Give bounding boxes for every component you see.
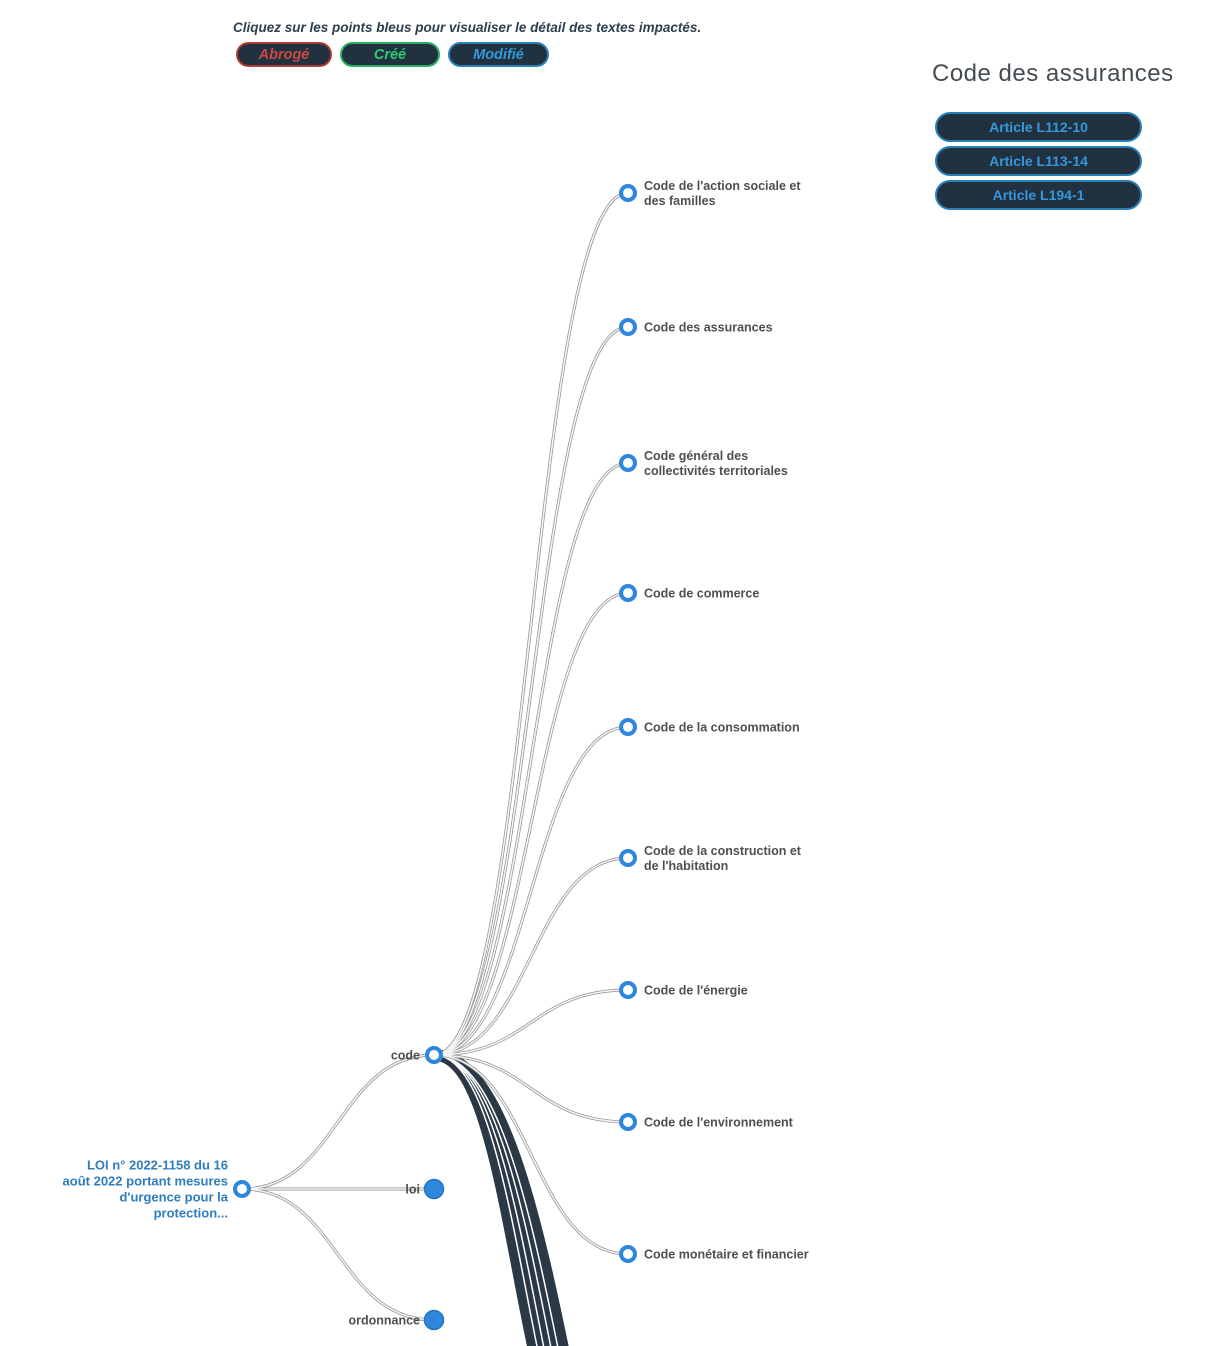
node-label-environnement: Code de l'environnement [644,1116,794,1130]
tree-node-assurances[interactable] [619,318,637,336]
legend-button-modifie[interactable]: Modifié [448,42,549,67]
bundle-strand [433,1054,559,1346]
tree-link-core [433,462,629,1056]
node-label-energie: Code de l'énergie [644,984,748,998]
node-label-consommation: Code de la consommation [644,721,800,735]
tree-link-core [433,1054,629,1255]
node-label-collectivites: Code général des collectivités territoria… [644,449,788,478]
article-button-l112-10[interactable]: Article L112-10 [935,112,1142,142]
article-button-l113-14[interactable]: Article L113-14 [935,146,1142,176]
tree-link-core [241,1054,435,1190]
bundle-strand [433,1054,538,1346]
node-label-commerce: Code de commerce [644,587,759,601]
tree-node-monetaire[interactable] [619,1245,637,1263]
node-label-root: LOI n° 2022-1158 du 16 août 2022 portant … [63,1158,229,1221]
article-button-l194-1[interactable]: Article L194-1 [935,180,1142,210]
tree-node-root[interactable] [233,1180,251,1198]
legend-button-abroge[interactable]: Abrogé [236,42,332,67]
node-label-construction: Code de la construction et de l'habitatio… [644,844,802,873]
bundle-strand [433,1054,552,1346]
code-panel: Code des assurances Article L112-10 Arti… [932,60,1174,214]
node-label-monetaire: Code monétaire et financier [644,1248,809,1262]
tree-link-core [433,592,629,1056]
node-label-code: code [391,1049,420,1063]
tree-node-energie[interactable] [619,981,637,999]
tree-node-collectivites[interactable] [619,454,637,472]
tree-node-commerce[interactable] [619,584,637,602]
tree-link-core [433,1054,629,1123]
tree-node-loi[interactable] [423,1178,445,1200]
panel-title: Code des assurances [932,60,1174,87]
node-label-assurances: Code des assurances [644,321,773,335]
tree-node-environnement[interactable] [619,1113,637,1131]
legend: Abrogé Créé Modifié [236,42,549,67]
tree-link-core [433,192,629,1056]
tree-node-action-sociale[interactable] [619,184,637,202]
node-label-action-sociale: Code de l'action sociale et des familles [644,179,801,208]
bundle-strand [433,1054,545,1346]
tree-link-core [241,1188,435,1321]
tree-link-core [433,857,629,1056]
tree-node-construction[interactable] [619,849,637,867]
node-label-ordonnance: ordonnance [348,1314,420,1328]
tree-node-consommation[interactable] [619,718,637,736]
tree-link-core [433,989,629,1056]
instruction-text: Cliquez sur les points bleus pour visual… [233,20,702,35]
tree-node-code[interactable] [425,1046,443,1064]
node-label-loi: loi [405,1183,420,1197]
bundle-strand [433,1049,569,1346]
tree-link-core [433,726,629,1056]
tree-node-ordonnance[interactable] [423,1309,445,1331]
tree-link-core [433,326,629,1056]
legend-button-cree[interactable]: Créé [340,42,440,67]
